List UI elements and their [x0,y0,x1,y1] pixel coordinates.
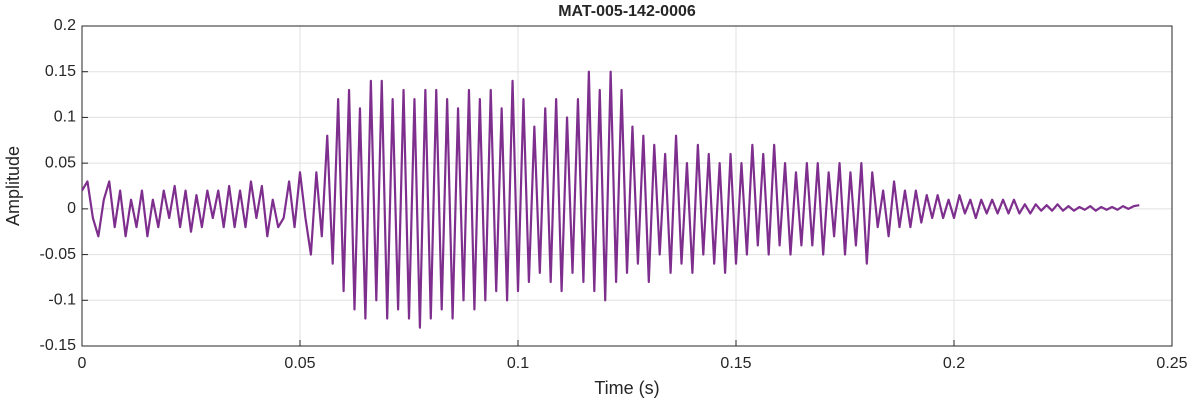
x-tick-label: 0 [78,355,87,372]
chart-title: MAT-005-142-0006 [558,3,696,20]
x-axis-label: Time (s) [594,378,659,398]
waveform-line [81,70,1140,329]
x-tick-label: 0.1 [507,355,529,372]
y-axis-label: Amplitude [3,146,23,226]
y-tick-label: -0.05 [40,246,77,263]
y-tick-label: 0 [67,200,76,217]
x-tick-label: 0.15 [720,355,751,372]
plot-frame [81,25,1173,347]
y-tick-label: 0.2 [54,17,76,34]
plot-area [82,26,1172,346]
x-tick-label: 0.05 [284,355,315,372]
y-tick-label: -0.15 [40,337,77,354]
y-tick-label: -0.1 [48,292,76,309]
x-tick-label: 0.2 [943,355,965,372]
x-tick-label: 0.25 [1156,355,1187,372]
y-tick-label: 0.05 [45,154,76,171]
y-tick-label: 0.15 [45,63,76,80]
y-tick-label: 0.1 [54,109,76,126]
